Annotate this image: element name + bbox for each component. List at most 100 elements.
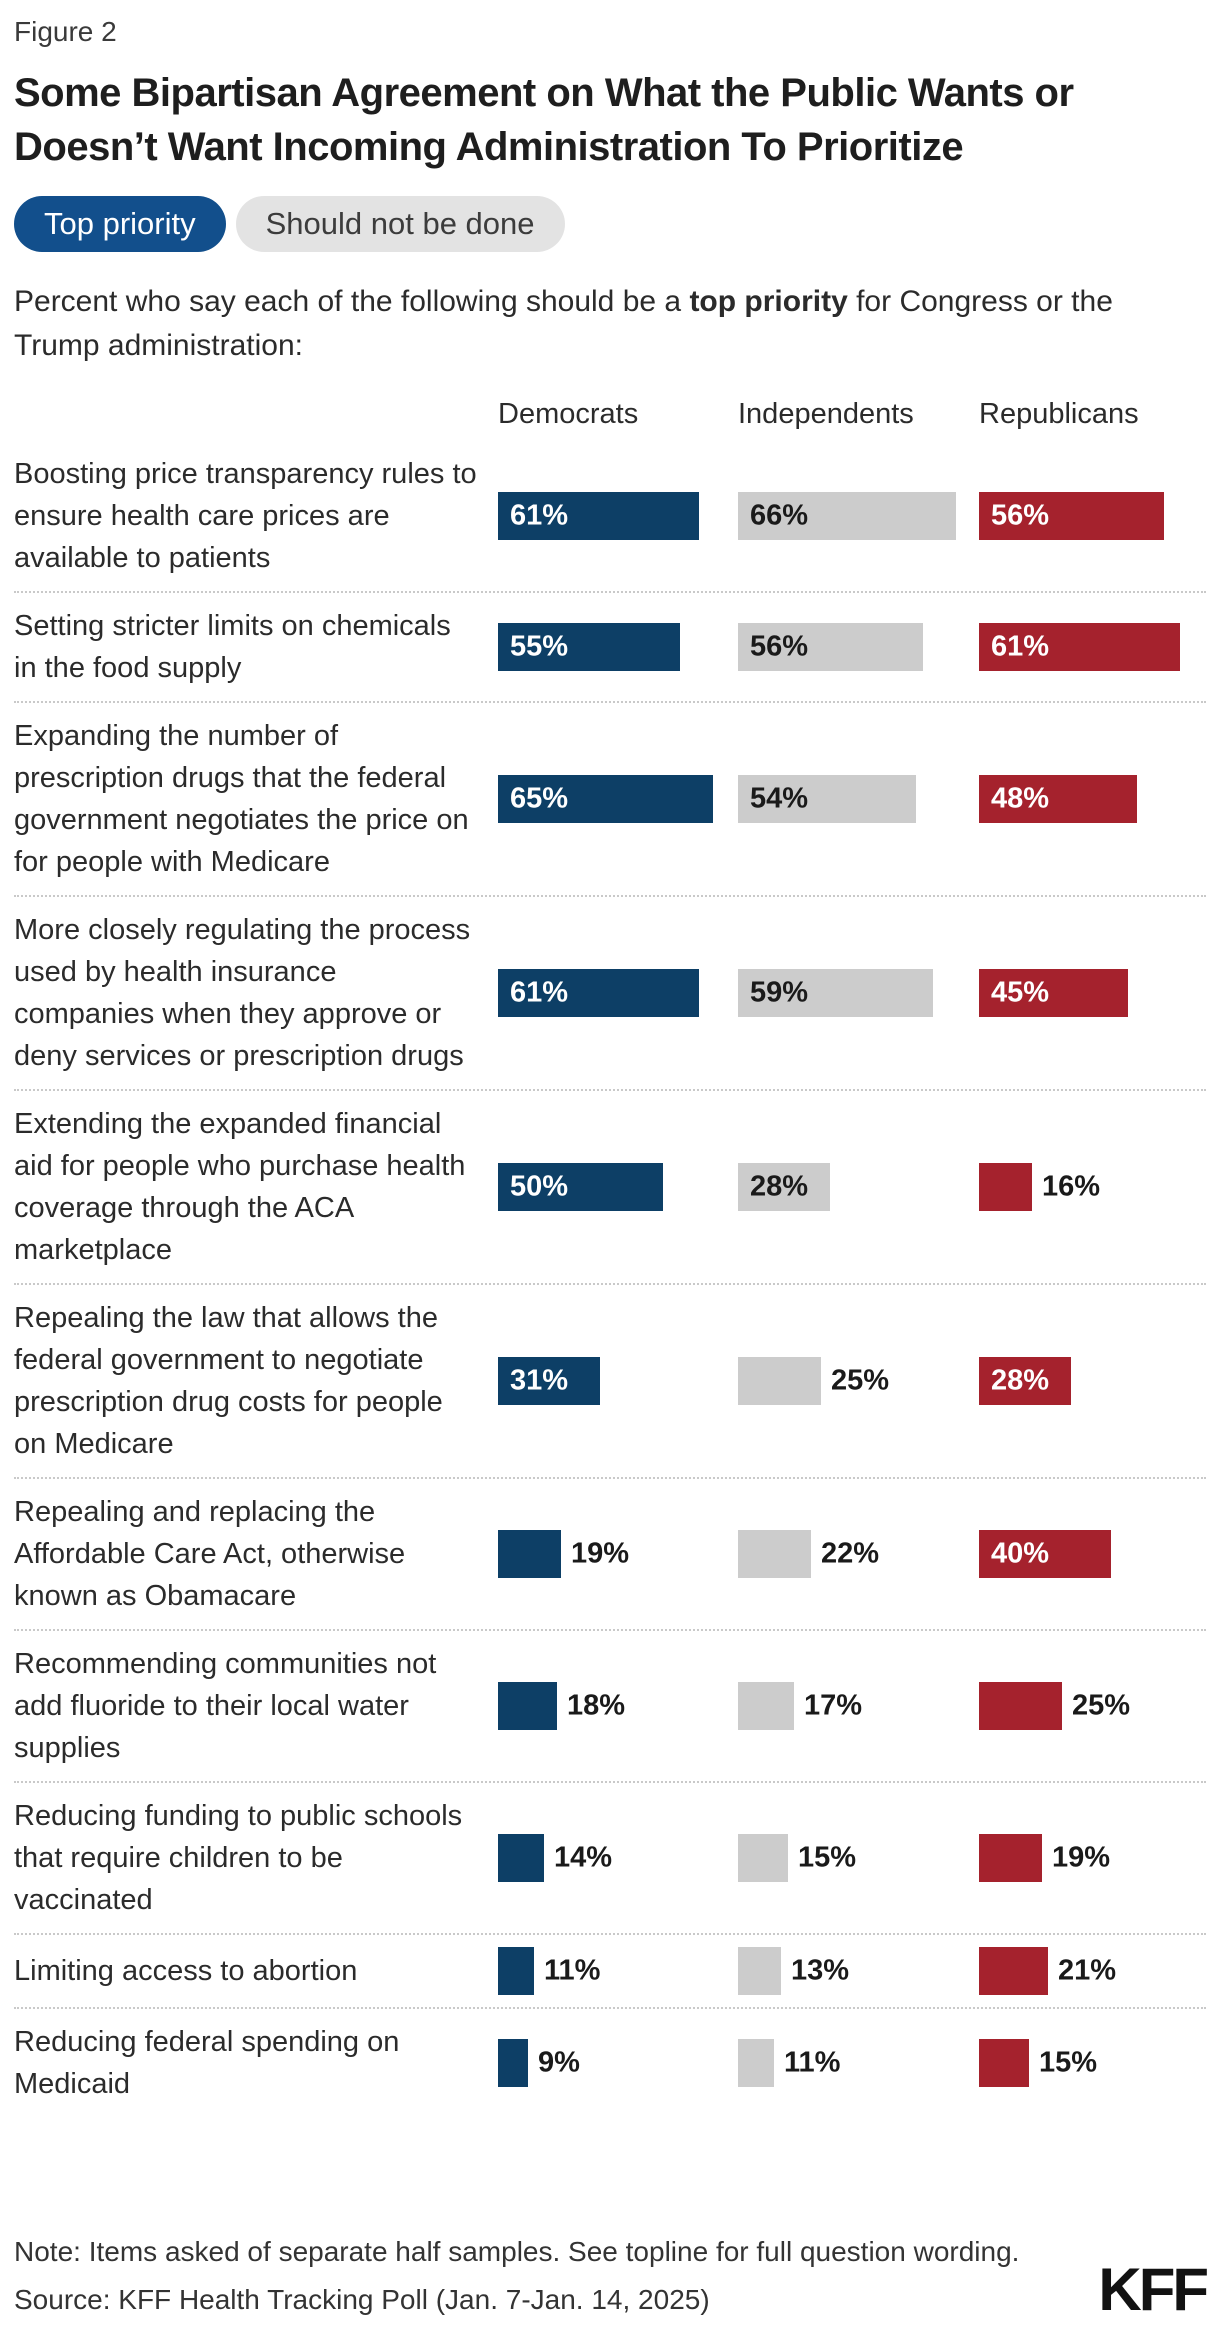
table-row: Recommending communities not add fluorid… <box>14 1629 1206 1781</box>
table-row: Repealing and replacing the Affordable C… <box>14 1477 1206 1629</box>
bar-value-label: 59% <box>750 976 809 1009</box>
bar-independents <box>738 775 916 823</box>
bar-value-label: 66% <box>750 499 809 532</box>
bar-value-label: 54% <box>750 782 809 815</box>
bar-cell-independents: 56% <box>738 623 979 671</box>
column-headers: Democrats Independents Republicans <box>14 398 1206 441</box>
bar-value-label: 61% <box>991 630 1050 663</box>
bar-cell-independents: 13% <box>738 1947 979 1995</box>
bar-cell-independents: 59% <box>738 969 979 1017</box>
bar-republicans <box>979 969 1128 1017</box>
bar-value-label: 11% <box>784 2046 841 2079</box>
bar-democrats <box>498 775 713 823</box>
bar-independents <box>738 1163 830 1211</box>
bar-value-label: 61% <box>510 499 569 532</box>
bar-democrats <box>498 1834 544 1882</box>
bar-independents <box>738 1682 794 1730</box>
bar-value-label: 31% <box>510 1364 569 1397</box>
table-row: Reducing funding to public schools that … <box>14 1781 1206 1933</box>
bar-value-label: 18% <box>567 1689 626 1722</box>
bar-cell-independents: 28% <box>738 1163 979 1211</box>
bar-independents <box>738 492 956 540</box>
column-header-republicans: Republicans <box>979 398 1139 430</box>
bar-cell-independents: 66% <box>738 492 979 540</box>
source: Source: KFF Health Tracking Poll (Jan. 7… <box>14 2284 710 2315</box>
bar-cell-republicans: 28% <box>979 1357 1206 1405</box>
row-label: Recommending communities not add fluorid… <box>14 1648 437 1764</box>
row-label: Reducing federal spending on Medicaid <box>14 2026 400 2100</box>
bar-cell-democrats: 11% <box>498 1947 738 1995</box>
bar-democrats <box>498 969 699 1017</box>
bar-cell-republicans: 45% <box>979 969 1206 1017</box>
bar-cell-independents: 25% <box>738 1357 979 1405</box>
bar-independents <box>738 1530 811 1578</box>
bar-cell-republicans: 16% <box>979 1163 1206 1211</box>
bar-democrats <box>498 1682 557 1730</box>
bar-independents <box>738 2039 774 2087</box>
bar-value-label: 17% <box>804 1689 863 1722</box>
bar-republicans <box>979 1357 1071 1405</box>
bar-cell-republicans: 15% <box>979 2039 1206 2087</box>
toggle-top-priority[interactable]: Top priority <box>14 196 226 252</box>
bar-value-label: 45% <box>991 976 1050 1009</box>
bar-value-label: 56% <box>750 630 809 663</box>
note: Note: Items asked of separate half sampl… <box>14 2236 1020 2267</box>
figure-title: Some Bipartisan Agreement on What the Pu… <box>14 71 1074 169</box>
bar-value-label: 40% <box>991 1537 1050 1570</box>
kff-logo: KFF <box>1098 2256 1209 2323</box>
bar-value-label: 22% <box>821 1537 880 1570</box>
bar-value-label: 48% <box>991 782 1050 815</box>
bar-value-label: 9% <box>538 2046 580 2079</box>
bar-value-label: 13% <box>791 1954 850 1987</box>
bar-cell-republicans: 56% <box>979 492 1206 540</box>
bar-value-label: 61% <box>510 976 569 1009</box>
bar-value-label: 25% <box>831 1364 890 1397</box>
bar-republicans <box>979 1163 1032 1211</box>
bar-republicans <box>979 623 1180 671</box>
bar-cell-democrats: 61% <box>498 492 738 540</box>
bar-value-label: 19% <box>571 1537 630 1570</box>
row-label: More closely regulating the process used… <box>14 914 471 1072</box>
bar-value-label: 28% <box>991 1364 1050 1397</box>
column-header-democrats: Democrats <box>498 398 639 430</box>
chart-description-text: Percent who say each of the following sh… <box>14 285 690 318</box>
table-row: Limiting access to abortion 11% 13% 21% <box>14 1933 1206 2007</box>
bar-cell-republicans: 48% <box>979 775 1206 823</box>
bar-cell-democrats: 61% <box>498 969 738 1017</box>
table-row: Repealing the law that allows the federa… <box>14 1283 1206 1477</box>
row-label: Repealing the law that allows the federa… <box>14 1302 443 1460</box>
row-label: Expanding the number of prescription dru… <box>14 720 469 878</box>
bar-cell-democrats: 14% <box>498 1834 738 1882</box>
bar-value-label: 15% <box>1039 2046 1098 2079</box>
bar-value-label: 11% <box>544 1954 601 1987</box>
bar-republicans <box>979 2039 1029 2087</box>
footer: Note: Items asked of separate half sampl… <box>14 2230 1209 2324</box>
bar-value-label: 15% <box>798 1841 857 1874</box>
bar-cell-democrats: 50% <box>498 1163 738 1211</box>
row-label: Boosting price transparency rules to ens… <box>14 458 477 574</box>
toggle-should-not-be-done[interactable]: Should not be done <box>235 196 565 252</box>
bar-republicans <box>979 492 1164 540</box>
chart-description-text-2: for Congress or the Trump administration… <box>14 285 1113 362</box>
bar-independents <box>738 1834 788 1882</box>
bar-republicans <box>979 1834 1042 1882</box>
row-label: Reducing funding to public schools that … <box>14 1800 463 1916</box>
chart-rows: Boosting price transparency rules to ens… <box>14 441 1206 2117</box>
table-row: More closely regulating the process used… <box>14 895 1206 1089</box>
bar-cell-independents: 11% <box>738 2039 979 2087</box>
bar-cell-independents: 15% <box>738 1834 979 1882</box>
bar-republicans <box>979 775 1137 823</box>
bar-value-label: 56% <box>991 499 1050 532</box>
chart-description: Percent who say each of the following sh… <box>14 280 1179 368</box>
bar-republicans <box>979 1682 1062 1730</box>
bar-cell-independents: 22% <box>738 1530 979 1578</box>
row-label: Repealing and replacing the Affordable C… <box>14 1496 406 1612</box>
row-label: Setting stricter limits on chemicals in … <box>14 610 451 684</box>
bar-cell-democrats: 55% <box>498 623 738 671</box>
bar-value-label: 55% <box>510 630 569 663</box>
bar-value-label: 65% <box>510 782 569 815</box>
chart-description-bold: top priority <box>689 285 848 318</box>
bar-cell-democrats: 31% <box>498 1357 738 1405</box>
bar-cell-independents: 54% <box>738 775 979 823</box>
view-toggle-group: Top priority Should not be done <box>14 196 1206 252</box>
